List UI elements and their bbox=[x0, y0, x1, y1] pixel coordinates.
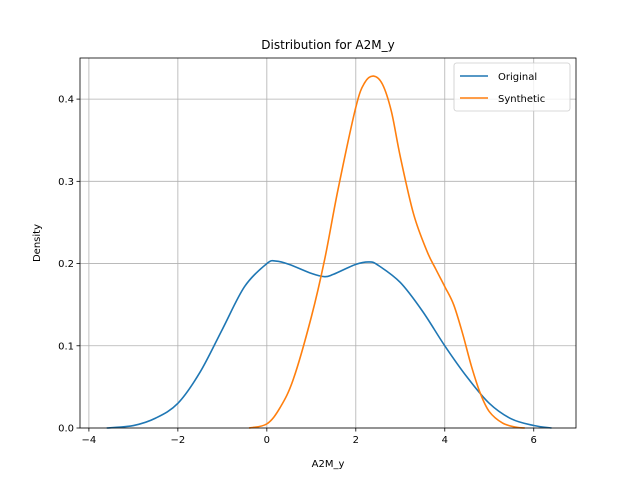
y-tick-label: 0.4 bbox=[58, 95, 74, 106]
series-group bbox=[106, 75, 552, 429]
legend-label: Synthetic bbox=[498, 94, 545, 105]
x-axis: −4 −2 0 2 4 6 bbox=[82, 428, 537, 446]
y-tick-label: 0.2 bbox=[58, 259, 74, 270]
chart-title: Distribution for A2M_y bbox=[261, 38, 394, 52]
y-axis-label: Density bbox=[32, 224, 43, 262]
x-tick-label: −4 bbox=[82, 435, 97, 446]
x-tick-label: 6 bbox=[531, 435, 537, 446]
plot-frame bbox=[79, 57, 577, 429]
x-tick-label: 2 bbox=[353, 435, 359, 446]
x-axis-label: A2M_y bbox=[312, 459, 345, 470]
series-line-synthetic bbox=[248, 75, 525, 429]
legend-label: Original bbox=[498, 72, 537, 83]
y-axis: 0.0 0.1 0.2 0.3 0.4 bbox=[58, 95, 80, 435]
x-tick-label: −2 bbox=[170, 435, 185, 446]
x-tick-label: 4 bbox=[442, 435, 448, 446]
y-tick-label: 0.3 bbox=[58, 177, 74, 188]
legend-box bbox=[453, 62, 571, 112]
x-tick-label: 0 bbox=[264, 435, 270, 446]
legend: Original Synthetic bbox=[453, 62, 571, 112]
y-tick-label: 0.1 bbox=[58, 341, 74, 352]
series-line-original bbox=[106, 259, 552, 429]
y-tick-label: 0.0 bbox=[58, 424, 74, 435]
